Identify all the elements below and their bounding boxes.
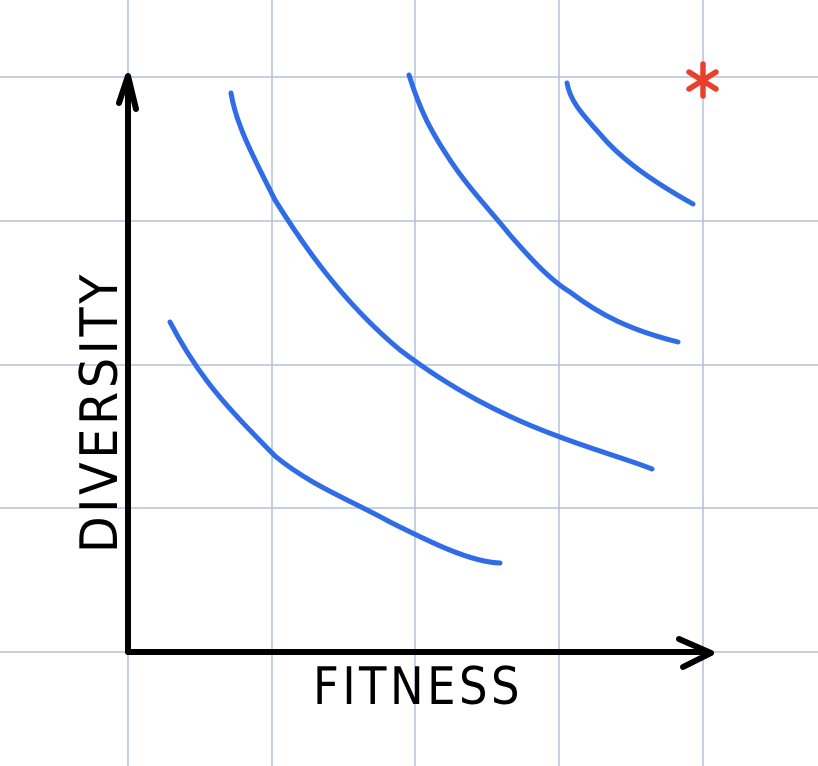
x-axis-label: FITNESS [313,657,523,717]
y-axis-arrowhead [116,73,139,112]
y-axis-label: DIVERSITY [70,271,130,553]
axes [116,73,714,670]
front-curve-4 [564,80,696,207]
front-curve-3 [406,72,681,345]
front-curve-1 [167,319,503,566]
front-curves [167,72,696,566]
x-axis-arrowhead [676,636,714,670]
front-curve-2 [228,90,655,472]
asterisk-icon [686,61,719,99]
